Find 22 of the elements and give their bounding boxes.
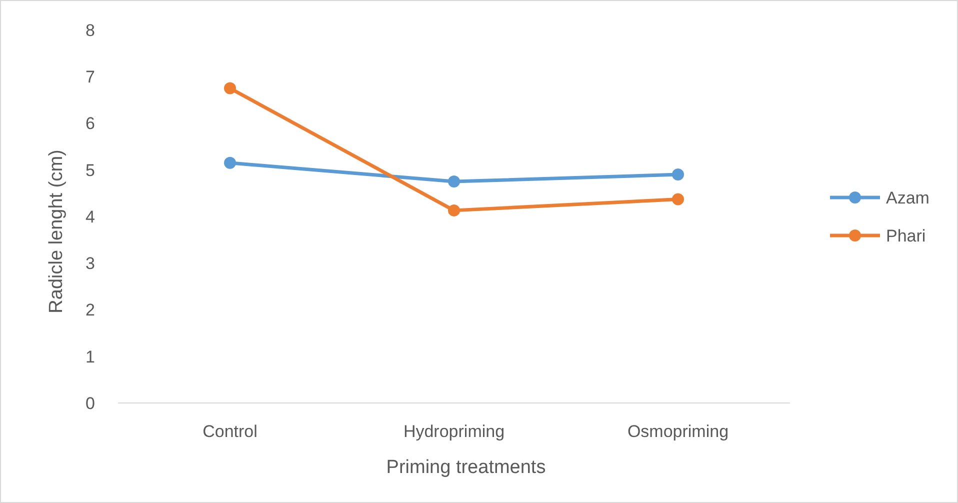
- x-tick-label: Osmopriming: [627, 422, 729, 441]
- x-tick-label: Hydropriming: [403, 422, 505, 441]
- point: [672, 168, 684, 181]
- legend-label: Phari: [886, 226, 926, 246]
- x-tick-label: Control: [202, 422, 258, 441]
- point: [672, 193, 684, 206]
- point: [448, 204, 460, 216]
- point: [224, 156, 236, 169]
- y-tick-label: 1: [86, 347, 95, 366]
- point: [224, 82, 236, 94]
- y-tick-label: 6: [86, 114, 95, 134]
- x-axis-title: Priming treatments: [386, 457, 546, 478]
- y-tick-label: 7: [86, 68, 95, 87]
- point: [448, 176, 460, 188]
- legend-label: Azam: [886, 188, 930, 208]
- y-tick-label: 3: [86, 254, 95, 274]
- y-tick-label: 5: [86, 160, 95, 180]
- y-tick-label: 0: [86, 394, 95, 413]
- y-tick-label: 2: [86, 300, 95, 320]
- y-tick-label: 8: [86, 20, 95, 40]
- y-axis-title: Radicle lenght (cm): [46, 150, 67, 314]
- y-tick-label: 4: [86, 207, 95, 226]
